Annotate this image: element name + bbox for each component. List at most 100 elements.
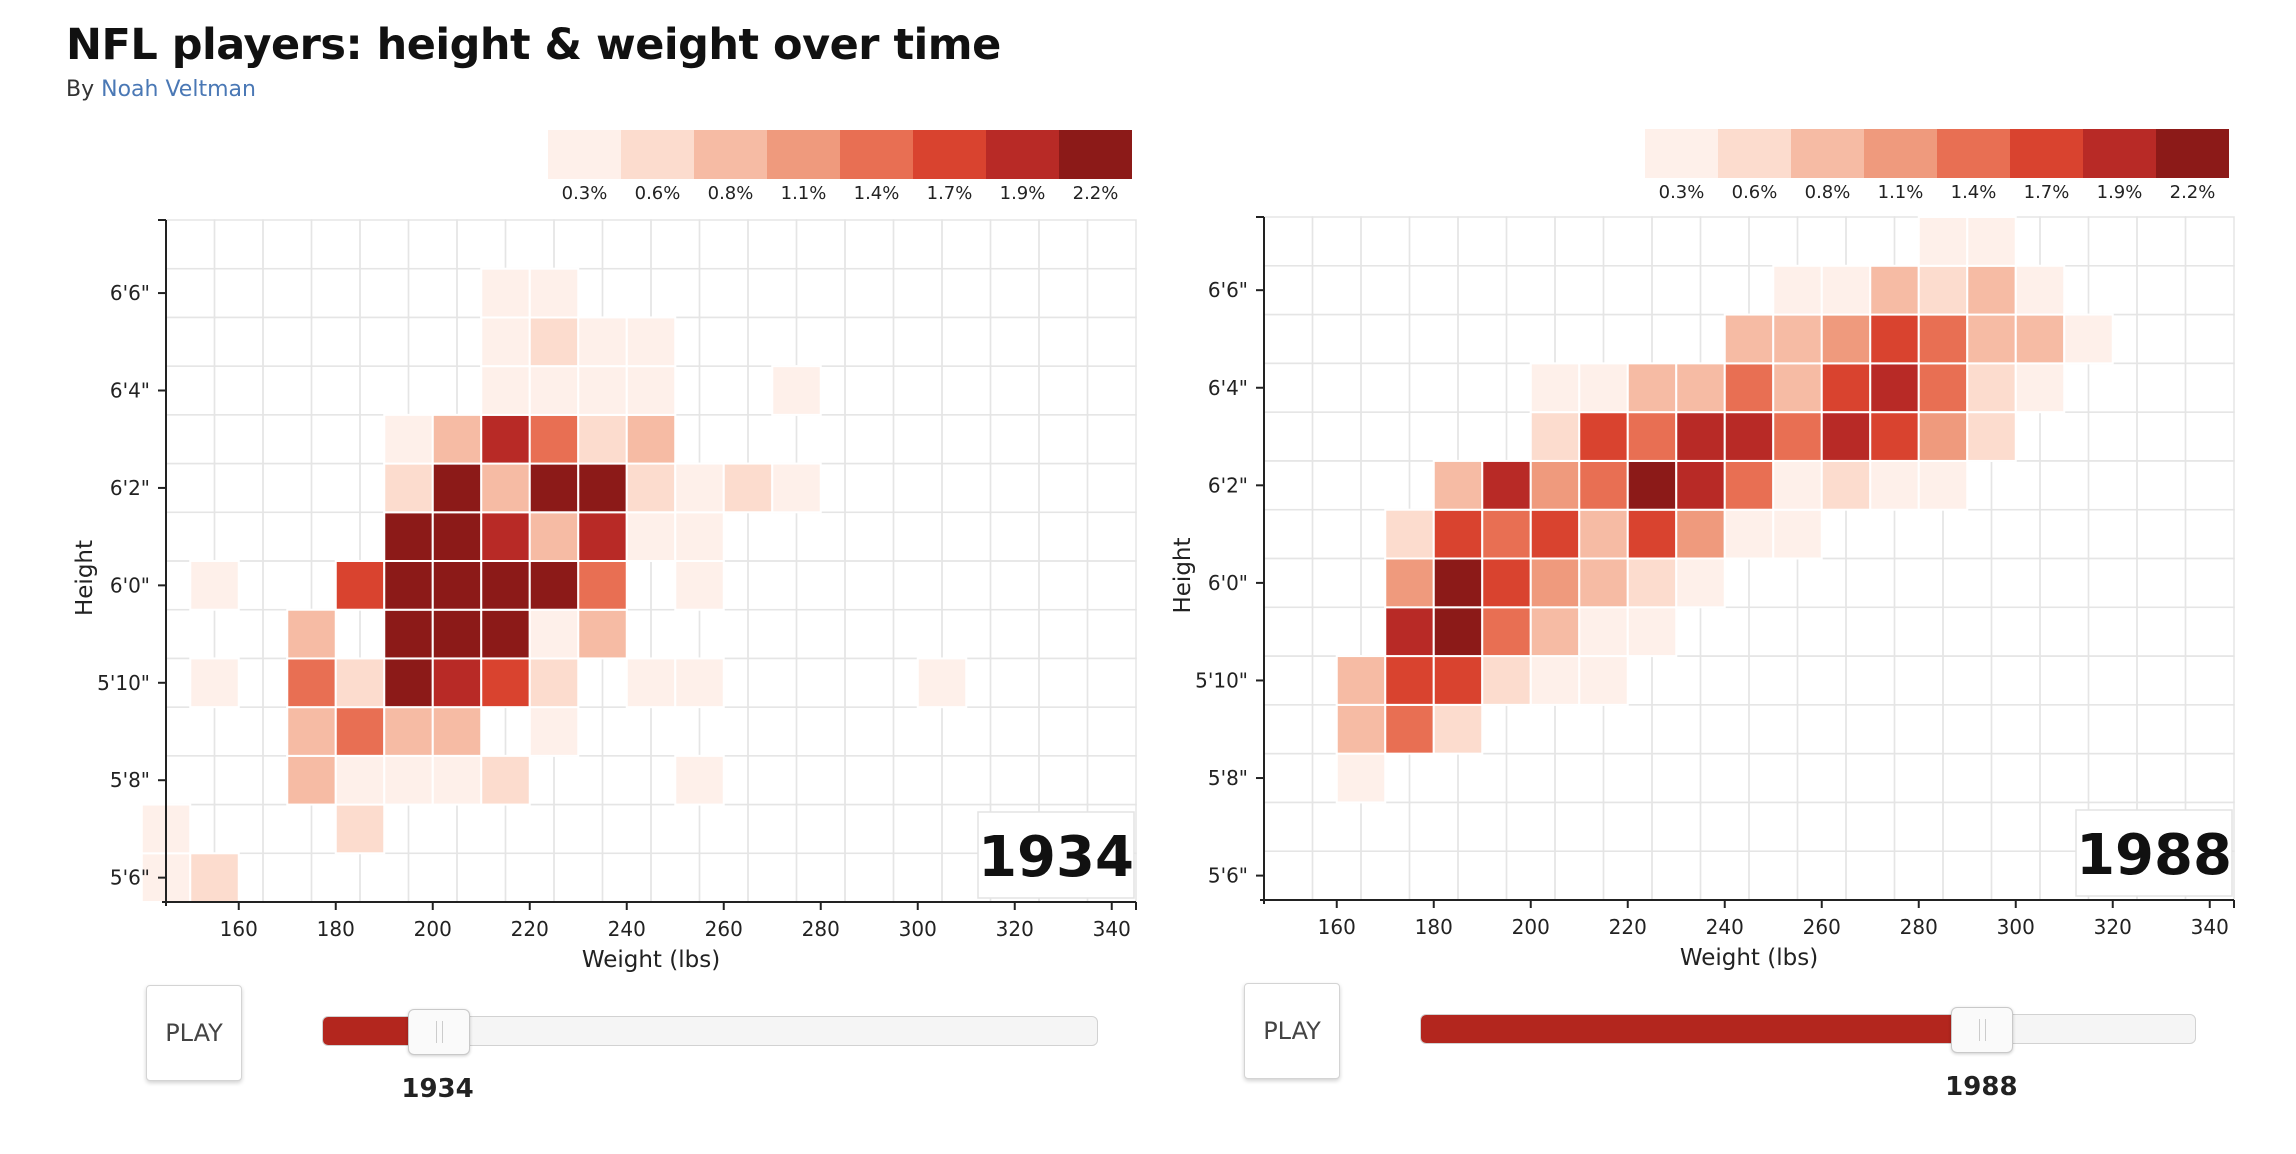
heat-cell (1917, 313, 1969, 365)
grid-cell (1990, 460, 2041, 511)
grid-cell (1086, 511, 1137, 562)
play-button-right[interactable]: PLAY (1244, 983, 1340, 1079)
grid-cell (844, 852, 895, 903)
heat-cell (383, 608, 434, 660)
grid-cell (359, 219, 410, 270)
grid-cell (165, 608, 216, 660)
heat-cell (383, 706, 434, 757)
grid-cell (1263, 801, 1314, 852)
grid-cell (1263, 752, 1314, 804)
grid-cell (1311, 411, 1362, 462)
heat-cell (1529, 606, 1581, 658)
grid-cell (1748, 850, 1799, 901)
grid-cell (2136, 752, 2187, 804)
grid-cell (1086, 365, 1137, 416)
year-display: 1934 (978, 825, 1134, 890)
legend-swatch (1791, 129, 1864, 178)
grid-cell (1086, 706, 1137, 757)
grid-cell (1263, 704, 1314, 755)
grid-cell (1263, 655, 1314, 706)
year-slider-right-fill (1421, 1015, 1983, 1043)
heat-cell (577, 560, 628, 611)
grid-cell (989, 414, 1040, 465)
heat-cell (2063, 313, 2114, 365)
heat-cell (1820, 411, 1872, 462)
heat-cell (1384, 557, 1435, 609)
grid-cell (1311, 508, 1362, 560)
x-tick-label: 280 (802, 917, 840, 941)
heat-cell (722, 462, 774, 514)
legend-swatch (767, 130, 840, 179)
year-slider-left-handle[interactable] (407, 1009, 470, 1055)
year-slider-left[interactable] (322, 1009, 1098, 1055)
legend-label: 0.3% (1659, 182, 1705, 203)
grid-cell (601, 219, 652, 270)
heat-cell (480, 560, 531, 611)
x-tick-label: 200 (414, 917, 452, 941)
heat-cell (286, 754, 337, 806)
play-button-left[interactable]: PLAY (146, 985, 242, 1081)
year-slider-right[interactable] (1420, 1007, 2196, 1053)
heat-cell (1481, 557, 1532, 609)
heat-cell (1626, 508, 1678, 560)
grid-cell (844, 462, 895, 514)
grid-cell (747, 560, 798, 611)
grid-cell (1893, 508, 1944, 560)
grid-cell (165, 219, 216, 270)
grid-cell (1311, 850, 1362, 901)
heat-cell (431, 657, 483, 709)
heat-cell (1772, 313, 1823, 365)
grid-cell (844, 365, 895, 416)
grid-cell (1554, 801, 1605, 852)
heat-cell (1626, 362, 1678, 414)
heat-cell (383, 754, 434, 806)
grid-cell (2087, 557, 2138, 609)
grid-cell (262, 852, 313, 903)
year-slider-right-handle[interactable] (1951, 1007, 2014, 1053)
grid-cell (747, 511, 798, 562)
grid-cell (989, 219, 1040, 270)
heat-cell (674, 560, 725, 611)
grid-cell (310, 365, 361, 416)
grid-cell (1845, 508, 1896, 560)
grid-cell (844, 560, 895, 611)
legend-label: 1.4% (854, 183, 900, 204)
grid-cell (2136, 508, 2187, 560)
heat-cell (1966, 313, 2017, 365)
grid-cell (1651, 801, 1702, 852)
author-link[interactable]: Noah Veltman (101, 77, 256, 102)
grid-cell (1796, 801, 1847, 852)
page-title: NFL players: height & weight over time (66, 20, 1001, 70)
grid-cell (1796, 850, 1847, 901)
grid-cell (1457, 801, 1508, 852)
legend-label: 1.4% (1951, 182, 1997, 203)
grid-cell (1311, 606, 1362, 657)
heat-cell (1384, 606, 1435, 658)
legend-label: 2.2% (1073, 183, 1119, 204)
legend-label: 1.7% (2024, 182, 2070, 203)
heat-cell (1675, 362, 1726, 414)
grid-cell (892, 560, 943, 611)
heat-cell (1723, 411, 1775, 462)
grid-cell (1038, 219, 1089, 270)
grid-cell (165, 316, 216, 367)
year-display-box (2075, 809, 2233, 897)
grid-cell (1408, 313, 1459, 365)
grid-cell (941, 316, 992, 367)
grid-cell (1086, 608, 1137, 660)
heat-cell (1626, 411, 1678, 462)
grid-cell (795, 316, 846, 367)
grid-cell (310, 219, 361, 270)
grid-cell (989, 657, 1040, 708)
grid-cell (989, 755, 1040, 806)
grid-cell (1457, 850, 1508, 901)
grid-cell (1038, 267, 1089, 319)
grid-cell (1038, 365, 1089, 416)
heat-cell (431, 462, 483, 514)
heat-cell (1723, 459, 1775, 511)
grid-cell (795, 511, 846, 562)
grid-cell (165, 706, 216, 757)
heat-cell (1772, 264, 1823, 316)
x-tick-label: 300 (1997, 915, 2035, 939)
grid-cell (1942, 606, 1993, 657)
